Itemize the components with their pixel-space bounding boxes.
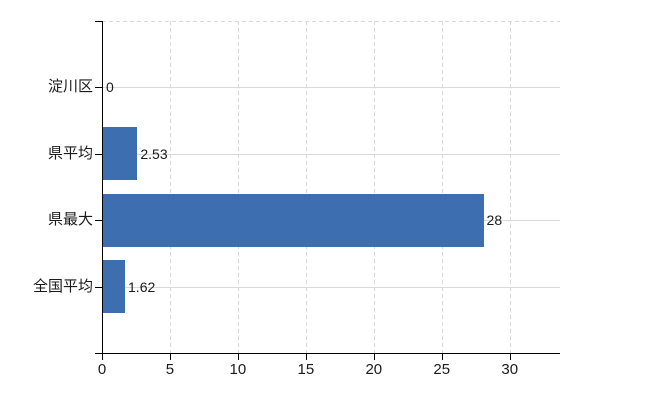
x-axis-tick: [169, 353, 171, 360]
y-axis-tick: [95, 153, 102, 155]
x-tick-label: 5: [165, 361, 175, 378]
bar: [103, 260, 126, 314]
vertical-gridline: [441, 21, 443, 353]
x-tick-label: 20: [365, 361, 383, 378]
category-label: 全国平均: [32, 277, 93, 295]
x-tick-label: 0: [97, 361, 107, 378]
horizontal-gridline: [102, 153, 560, 155]
bar-value-label: 2.53: [140, 145, 168, 162]
x-axis-tick: [102, 353, 103, 360]
category-label: 県平均: [47, 144, 93, 162]
bar: [103, 127, 138, 181]
vertical-gridline: [373, 21, 375, 353]
x-axis-tick: [237, 353, 239, 360]
x-axis-tick: [509, 353, 511, 360]
x-tick-label: 15: [297, 361, 315, 378]
plot-top-border: [102, 21, 560, 22]
category-label: 淀川区: [47, 78, 93, 96]
horizontal-gridline: [102, 87, 560, 89]
y-axis-tick: [95, 87, 102, 89]
x-axis-tick: [305, 353, 307, 360]
y-axis-tick: [95, 353, 102, 354]
vertical-gridline: [509, 21, 511, 353]
bar-value-label: 0: [106, 79, 114, 96]
x-axis-line: [102, 353, 560, 354]
vertical-gridline: [169, 21, 171, 353]
y-axis-line: [102, 21, 103, 354]
x-axis-tick: [373, 353, 375, 360]
x-tick-label: 30: [501, 361, 519, 378]
y-axis-tick: [95, 21, 102, 22]
vertical-gridline: [305, 21, 307, 353]
x-tick-label: 25: [433, 361, 451, 378]
x-tick-label: 10: [229, 361, 247, 378]
bar-value-label: 28: [486, 212, 503, 229]
horizontal-gridline: [102, 286, 560, 288]
x-axis-tick: [441, 353, 443, 360]
bar: [103, 193, 484, 247]
category-label: 県最大: [47, 211, 93, 229]
y-axis-tick: [95, 220, 102, 222]
vertical-gridline: [237, 21, 239, 353]
bar-value-label: 1.62: [128, 278, 156, 295]
y-axis-tick: [95, 286, 102, 288]
